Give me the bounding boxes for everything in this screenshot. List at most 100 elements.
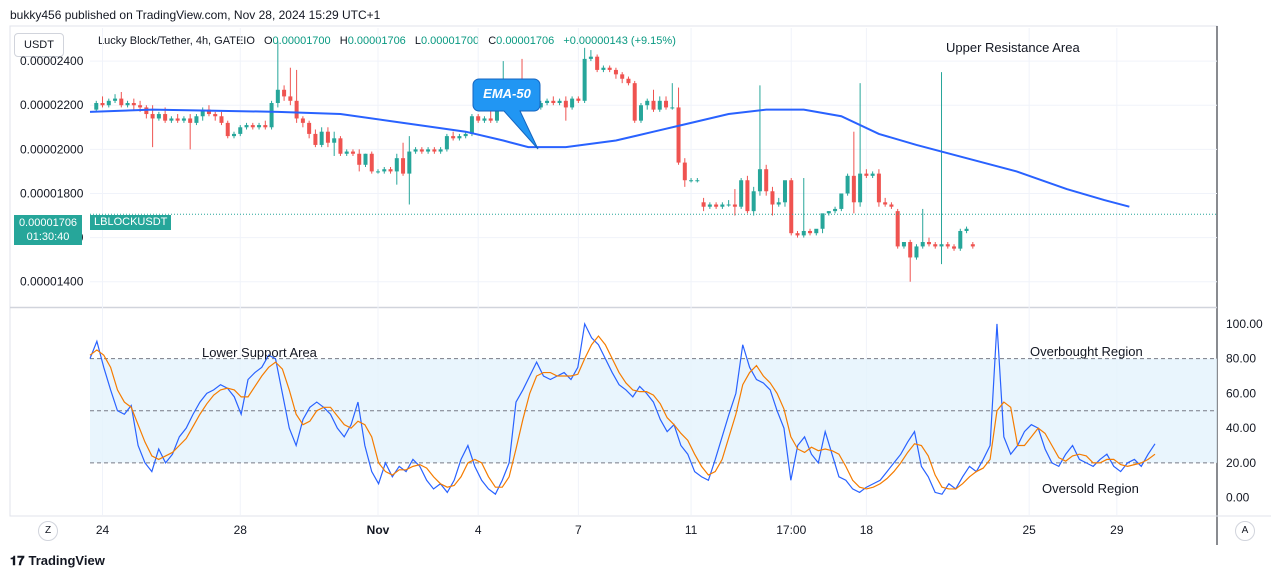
candle-body bbox=[275, 89, 280, 104]
candle-body bbox=[169, 118, 174, 121]
candle-body bbox=[407, 151, 412, 174]
stoch-tick-label: 80.00 bbox=[1226, 352, 1256, 366]
candle-body bbox=[851, 175, 856, 203]
candle-body bbox=[401, 158, 406, 174]
candle-body bbox=[232, 133, 237, 137]
candle-body bbox=[307, 122, 312, 134]
candle-body bbox=[106, 100, 111, 106]
candle-body bbox=[864, 173, 869, 176]
candle-body bbox=[726, 204, 731, 206]
legend-close-value: 0.00001706 bbox=[496, 35, 555, 47]
candle-body bbox=[376, 171, 381, 173]
candle-body bbox=[595, 56, 600, 70]
ema-50-line bbox=[89, 108, 1130, 208]
candle-body bbox=[219, 116, 224, 123]
candle-body bbox=[188, 118, 193, 123]
candle-body bbox=[664, 100, 669, 108]
candle-body bbox=[958, 230, 963, 249]
candle-body bbox=[895, 211, 900, 247]
candle-body bbox=[576, 98, 581, 101]
candle-body bbox=[294, 100, 299, 119]
candle-body bbox=[601, 67, 606, 70]
candle-body bbox=[682, 162, 687, 181]
candle-body bbox=[338, 138, 343, 154]
time-tick-label: 25 bbox=[1022, 523, 1036, 537]
time-tick-label: 24 bbox=[96, 523, 110, 537]
legend-open-value: 0.00001700 bbox=[272, 35, 331, 47]
candle-body bbox=[451, 136, 456, 139]
candle-body bbox=[795, 233, 800, 236]
candle-body bbox=[476, 116, 481, 121]
lower-support-label: Lower Support Area bbox=[202, 345, 318, 360]
overbought-label: Overbought Region bbox=[1030, 344, 1143, 359]
stoch-tick-label: 100.00 bbox=[1226, 317, 1263, 331]
candle-body bbox=[939, 244, 944, 247]
candle-body bbox=[131, 103, 136, 106]
candle-body bbox=[438, 149, 443, 152]
time-tick-label: Nov bbox=[367, 523, 390, 537]
candle-body bbox=[457, 136, 462, 139]
price-tick-label: 0.00002000 bbox=[20, 142, 84, 156]
upper-resistance-label: Upper Resistance Area bbox=[946, 40, 1080, 55]
time-tick-label: 28 bbox=[234, 523, 248, 537]
price-tick-label: 0.00002200 bbox=[20, 98, 84, 112]
stoch-k-line bbox=[89, 321, 1156, 496]
price-tick-label: 0.00001400 bbox=[20, 275, 84, 289]
candle-body bbox=[826, 211, 831, 214]
price-tick-label: 0.00002400 bbox=[20, 54, 84, 68]
candle-body bbox=[388, 169, 393, 172]
candle-body bbox=[194, 116, 199, 123]
tradingview-logo-icon: ⁠𝟏𝟕 bbox=[10, 553, 25, 568]
candle-body bbox=[382, 169, 387, 172]
candle-body bbox=[551, 100, 556, 104]
candle-body bbox=[344, 151, 349, 154]
candle-body bbox=[945, 244, 950, 247]
candle-body bbox=[858, 173, 863, 203]
candle-body bbox=[657, 100, 662, 110]
oversold-label: Oversold Region bbox=[1042, 481, 1139, 496]
candle-body bbox=[369, 153, 374, 172]
candle-body bbox=[488, 118, 493, 121]
candle-body bbox=[138, 105, 143, 108]
legend-low-label: L bbox=[414, 35, 421, 47]
candle-body bbox=[757, 169, 762, 192]
candle-body bbox=[952, 246, 957, 249]
candle-body bbox=[181, 118, 186, 121]
candle-body bbox=[933, 244, 938, 247]
candle-body bbox=[469, 116, 474, 134]
candle-body bbox=[545, 100, 550, 104]
publish-header: bukky456 published on TradingView.com, N… bbox=[10, 8, 381, 22]
candle-body bbox=[707, 204, 712, 207]
time-tick-label: 29 bbox=[1110, 523, 1124, 537]
candle-body bbox=[901, 242, 906, 247]
timezone-button[interactable]: Z bbox=[38, 521, 58, 541]
candle-body bbox=[282, 89, 287, 97]
candle-body bbox=[357, 153, 362, 165]
candle-body bbox=[920, 242, 925, 247]
candle-body bbox=[94, 103, 99, 110]
candle-body bbox=[776, 202, 781, 205]
candle-body bbox=[839, 193, 844, 209]
ema-callout-bubble bbox=[472, 78, 541, 150]
stoch-tick-label: 60.00 bbox=[1226, 386, 1256, 400]
candle-body bbox=[394, 158, 399, 172]
candle-body bbox=[720, 204, 725, 207]
candle-body bbox=[563, 100, 568, 108]
currency-button[interactable]: USDT bbox=[14, 33, 64, 57]
candle-body bbox=[244, 125, 249, 128]
auto-scale-button[interactable]: A bbox=[1235, 521, 1255, 541]
candle-body bbox=[770, 191, 775, 205]
candle-body bbox=[482, 118, 487, 121]
candle-body bbox=[970, 244, 975, 247]
candle-body bbox=[632, 83, 637, 121]
candle-body bbox=[833, 208, 838, 212]
symbol-tag: LBLOCKUSDT bbox=[90, 215, 172, 230]
candle-body bbox=[814, 228, 819, 234]
candle-body bbox=[238, 127, 243, 134]
candle-body bbox=[651, 100, 656, 110]
ema-callout-label: EMA-50 bbox=[483, 86, 531, 101]
legend-high-value: 0.00001706 bbox=[347, 35, 406, 47]
candle-body bbox=[883, 202, 888, 205]
candle-body bbox=[206, 109, 211, 115]
